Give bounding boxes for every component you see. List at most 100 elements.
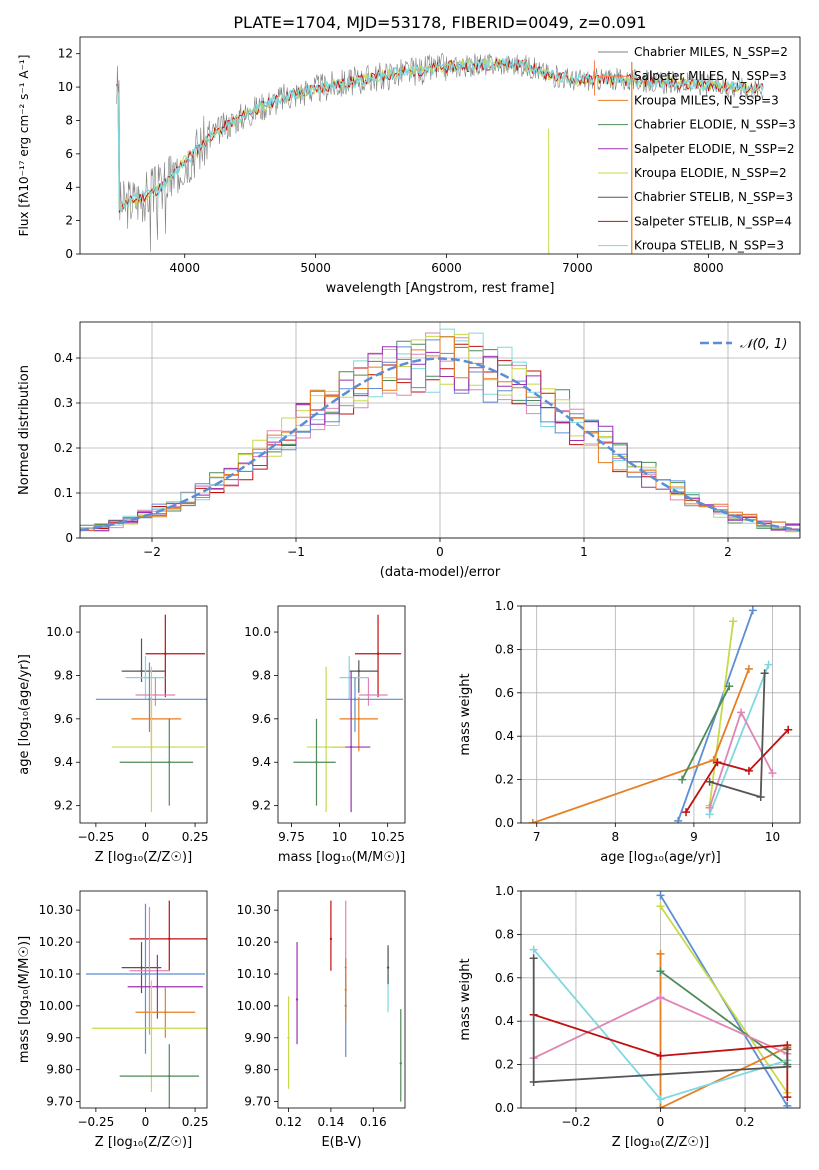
x-axis-label: (data-model)/error <box>380 565 501 580</box>
y-tick-label: 10.00 <box>39 999 73 1013</box>
x-tick-label: 8 <box>611 830 619 844</box>
x-tick-label: 6000 <box>431 261 462 275</box>
y-tick-label: 12 <box>58 47 73 61</box>
data-point <box>287 1036 290 1039</box>
y-tick-label: 10.30 <box>237 903 271 917</box>
y-tick-label: 0.2 <box>495 773 514 787</box>
x-tick-label: 0.12 <box>275 1115 302 1129</box>
y-tick-label: 9.70 <box>46 1095 73 1109</box>
x-tick-label: 7 <box>533 830 541 844</box>
weight-marker <box>678 775 687 784</box>
y-tick-label: 0.2 <box>54 441 73 455</box>
weight-marker <box>760 669 769 678</box>
axes-frame <box>79 890 208 1109</box>
y-tick-label: 0.4 <box>54 351 73 365</box>
y-tick-label: 9.80 <box>244 1063 271 1077</box>
data-point <box>148 969 151 972</box>
y-tick-label: 10.0 <box>46 625 73 639</box>
plot-area <box>529 891 792 1108</box>
data-point <box>357 717 361 721</box>
weight-marker <box>705 777 714 786</box>
x-tick-label: −2 <box>143 545 161 559</box>
weight-marker <box>725 682 734 691</box>
panel-mass-weight-vs-age: 7 8 9 10 0.0 0.2 0.4 0.6 0.8 1.0 age [log₁₀(age/yr… <box>458 599 801 865</box>
weight-marker <box>756 792 765 801</box>
data-point <box>349 745 353 749</box>
y-tick-label: 9.4 <box>54 755 73 769</box>
panel-mass-vs-ebv: 0.12 0.14 0.16 9.70 9.80 9.90 10.00 10.10 10.20 1… <box>237 890 406 1150</box>
legend-entry: Kroupa MILES, N_SSP=3 <box>634 93 779 107</box>
model-line-kroupa-stelib <box>116 57 764 212</box>
weight-marker <box>783 1062 792 1071</box>
y-tick-label: 0.6 <box>495 686 514 700</box>
weight-marker <box>656 1104 665 1108</box>
axes-frame <box>79 321 801 539</box>
x-tick-label: 10.25 <box>371 830 405 844</box>
y-tick-label: 9.2 <box>252 799 271 813</box>
y-tick-label: 0.8 <box>495 927 514 941</box>
y-tick-label: 9.2 <box>54 799 73 813</box>
x-tick-label: 10 <box>765 830 780 844</box>
data-point <box>168 1074 171 1078</box>
data-point <box>386 966 390 969</box>
y-tick-label: 1.0 <box>495 884 514 898</box>
y-tick-label: 9.4 <box>252 755 271 769</box>
x-tick-label: 5000 <box>300 261 331 275</box>
y-tick-label: 10.10 <box>39 967 73 981</box>
panel-residual-histogram: −2 −1 0 1 2 0 0.1 0.2 0.3 0.4 (data-model)/error No… <box>17 321 801 580</box>
data-point <box>353 698 357 701</box>
weight-line <box>659 953 789 1108</box>
data-point <box>164 1011 167 1014</box>
panel-age-vs-mass: 9.75 10 10.25 9.2 9.4 9.6 9.8 10.0 mass [log₁₀(M… <box>244 605 406 865</box>
x-tick-label: −1 <box>287 545 305 559</box>
weight-line <box>708 664 770 815</box>
x-tick-label: 0 <box>142 830 150 844</box>
weight-marker <box>744 766 753 775</box>
y-axis-label: Flux [fλ10⁻¹⁷ erg cm⁻² s⁻¹ A⁻¹] <box>17 55 31 237</box>
weight-marker <box>656 1095 665 1104</box>
x-axis-label: mass [log₁₀(M/M☉)] <box>278 850 405 865</box>
weight-marker <box>674 816 683 823</box>
legend-entry: Chabrier ELODIE, N_SSP=3 <box>634 118 796 132</box>
panel-age-vs-Z: −0.25 0 0.25 9.2 9.4 9.6 9.8 10.0 Z [log₁₀(Z/Z☉)… <box>17 605 208 865</box>
x-tick-label: −0.2 <box>561 1115 590 1129</box>
panel-mass-weight-vs-Z: −0.2 0 0.2 0.0 0.2 0.4 0.6 0.8 1.0 Z [log₁₀(Z/Z☉)… <box>458 884 801 1150</box>
legend-entry: Kroupa ELODIE, N_SSP=2 <box>634 166 787 180</box>
plot-area <box>528 606 793 823</box>
x-tick-label: 0 <box>657 1115 665 1129</box>
x-axis-label: Z [log₁₀(Z/Z☉)] <box>95 850 192 865</box>
y-tick-label: 2 <box>65 214 73 228</box>
x-tick-label: 0.14 <box>318 1115 345 1129</box>
weight-line <box>681 685 731 781</box>
axes-frame <box>79 36 801 255</box>
data-point <box>367 693 370 697</box>
axes-frame <box>520 890 801 1109</box>
x-tick-label: 0.2 <box>735 1115 754 1129</box>
x-axis-label: E(B-V) <box>321 1135 361 1150</box>
weight-marker <box>529 945 538 954</box>
weight-marker <box>682 808 691 817</box>
data-point <box>154 693 157 697</box>
y-tick-label: 0 <box>65 531 73 545</box>
data-point <box>156 985 159 988</box>
y-tick-label: 10.20 <box>39 935 73 949</box>
y-tick-label: 9.6 <box>252 712 271 726</box>
legend: 𝒩(0, 1) <box>700 337 787 352</box>
y-tick-label: 10.00 <box>237 999 271 1013</box>
y-tick-label: 10.30 <box>39 903 73 917</box>
weight-marker <box>656 902 665 911</box>
data-point <box>347 676 351 679</box>
plot-area <box>85 900 207 1108</box>
weight-marker <box>783 1101 792 1108</box>
legend-entry: Chabrier STELIB, N_SSP=3 <box>634 190 793 204</box>
data-point <box>140 669 143 673</box>
y-tick-label: 0.3 <box>54 396 73 410</box>
x-tick-label: 7000 <box>562 261 593 275</box>
y-tick-label: 9.8 <box>252 668 271 682</box>
weight-marker <box>656 993 665 1002</box>
y-tick-label: 0.0 <box>495 1101 514 1115</box>
data-point <box>164 652 167 655</box>
panel-spectrum: 4000 5000 6000 7000 8000 0 2 4 6 8 10 12 wavelength … <box>17 36 801 296</box>
data-point <box>399 1062 402 1065</box>
